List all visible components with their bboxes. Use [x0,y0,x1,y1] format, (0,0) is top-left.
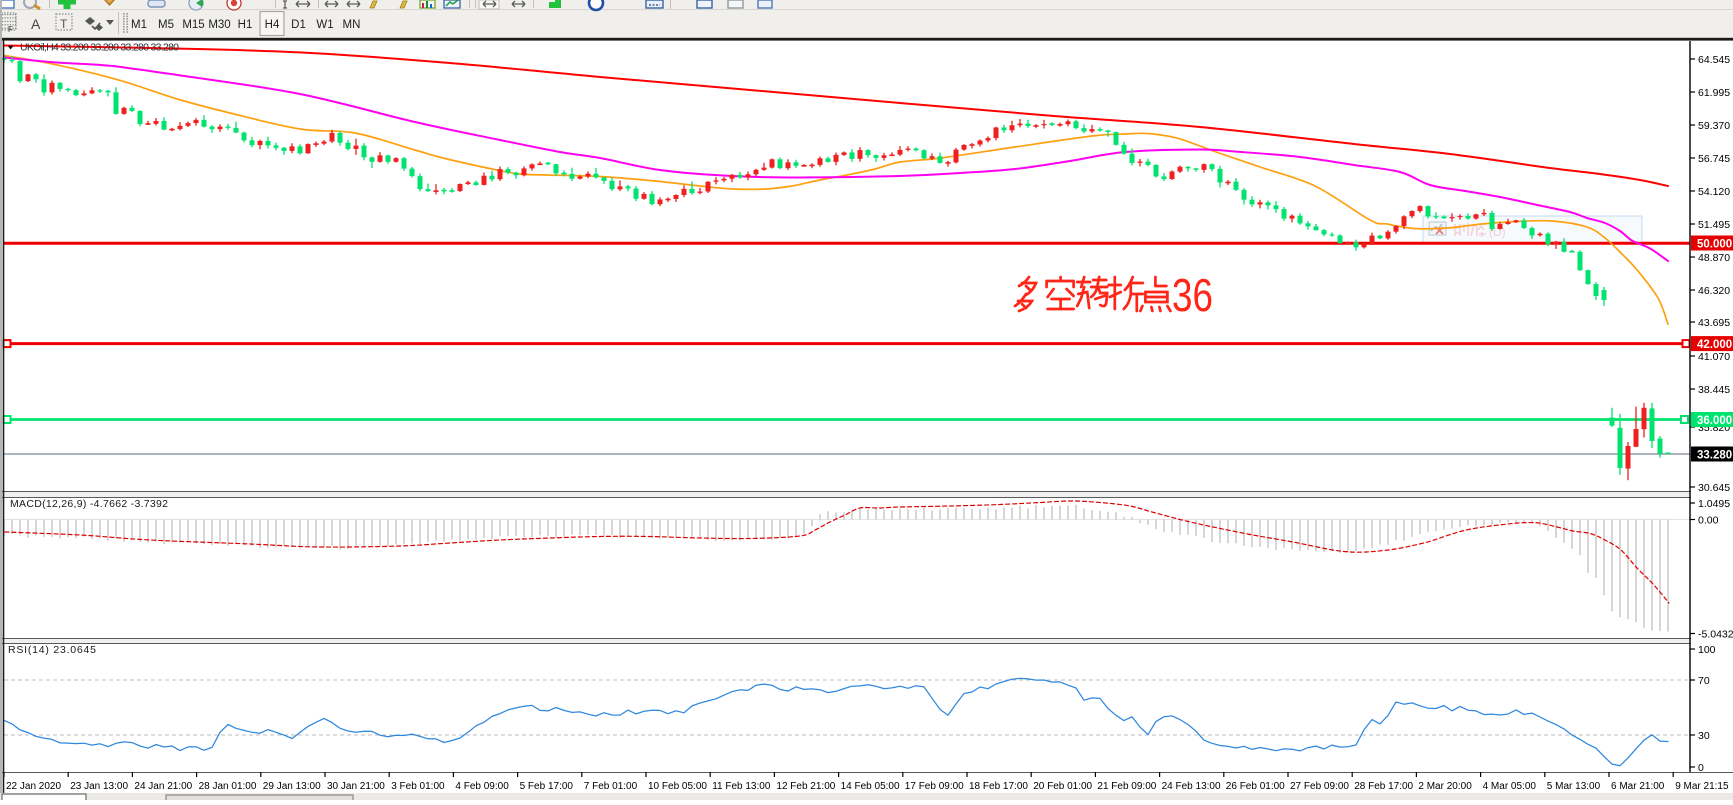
svg-text:21 Feb 09:00: 21 Feb 09:00 [1097,781,1156,792]
svg-text:41.070: 41.070 [1698,351,1730,363]
svg-text:14 Feb 05:00: 14 Feb 05:00 [841,781,900,792]
svg-text:12 Feb 21:00: 12 Feb 21:00 [776,781,835,792]
svg-text:5 Feb 17:00: 5 Feb 17:00 [520,781,574,792]
svg-text:MACD(12,26,9) -4.7662 -3.7392: MACD(12,26,9) -4.7662 -3.7392 [10,498,168,510]
svg-text:59.370: 59.370 [1698,120,1730,132]
svg-text:2 Mar 20:00: 2 Mar 20:00 [1418,781,1472,792]
svg-text:0: 0 [1698,762,1704,774]
svg-text:1.0495: 1.0495 [1698,498,1730,510]
svg-text:3 Feb 01:00: 3 Feb 01:00 [391,781,445,792]
svg-text:MN: MN [343,19,361,31]
svg-text:5 Mar 13:00: 5 Mar 13:00 [1547,781,1601,792]
svg-text:24 Jan 21:00: 24 Jan 21:00 [134,781,192,792]
svg-text:18 Feb 17:00: 18 Feb 17:00 [969,781,1028,792]
svg-text:7 Feb 01:00: 7 Feb 01:00 [584,781,638,792]
svg-text:28 Jan 01:00: 28 Jan 01:00 [199,781,257,792]
svg-text:9 Mar 21:15: 9 Mar 21:15 [1675,781,1729,792]
svg-text:UKOil,H4 33.200 33.280 33.280: UKOil,H4 33.200 33.280 33.280 33.280 [20,42,179,54]
svg-text:6 Mar 21:00: 6 Mar 21:00 [1611,781,1665,792]
svg-text:46.320: 46.320 [1698,285,1730,297]
svg-text:43.695: 43.695 [1698,317,1730,329]
svg-text:0.00: 0.00 [1698,515,1719,527]
svg-text:F: F [8,25,13,34]
svg-text:4 Mar 05:00: 4 Mar 05:00 [1483,781,1537,792]
svg-text:M15: M15 [182,19,204,31]
svg-text:RSI(14) 23.0645: RSI(14) 23.0645 [8,644,96,656]
svg-text:70: 70 [1698,675,1710,687]
svg-text:42.000: 42.000 [1697,339,1732,351]
svg-text:22 Jan 2020: 22 Jan 2020 [6,781,61,792]
svg-text:30: 30 [1698,730,1710,742]
svg-text:20 Feb 01:00: 20 Feb 01:00 [1033,781,1092,792]
svg-text:51.495: 51.495 [1698,219,1730,231]
svg-text:D1: D1 [291,19,306,31]
svg-text:T: T [60,17,68,31]
svg-text:33.280: 33.280 [1697,450,1732,462]
svg-text:30 Jan 21:00: 30 Jan 21:00 [327,781,385,792]
svg-text:-5.0432: -5.0432 [1698,629,1733,641]
svg-text:27 Feb 09:00: 27 Feb 09:00 [1290,781,1349,792]
svg-text:A: A [31,16,41,32]
svg-text:64.545: 64.545 [1698,54,1730,66]
svg-text:28 Feb 17:00: 28 Feb 17:00 [1354,781,1413,792]
svg-text:24 Feb 13:00: 24 Feb 13:00 [1162,781,1221,792]
svg-text:23 Jan 13:00: 23 Jan 13:00 [70,781,128,792]
svg-text:M5: M5 [158,19,174,31]
svg-text:17 Feb 09:00: 17 Feb 09:00 [905,781,964,792]
svg-text:38.445: 38.445 [1698,384,1730,396]
svg-text:36: 36 [1172,269,1213,321]
svg-text:56.745: 56.745 [1698,153,1730,165]
svg-text:4 Feb 09:00: 4 Feb 09:00 [455,781,509,792]
svg-text:30.645: 30.645 [1698,482,1730,494]
svg-text:26 Feb 01:00: 26 Feb 01:00 [1226,781,1285,792]
svg-text:H4: H4 [265,19,280,31]
svg-text:M1: M1 [131,19,147,31]
svg-text:61.995: 61.995 [1698,87,1730,99]
svg-text:W1: W1 [316,19,333,31]
svg-text:H1: H1 [238,19,253,31]
svg-text:54.120: 54.120 [1698,186,1730,198]
svg-text:50.000: 50.000 [1697,239,1732,251]
svg-text:29 Jan 13:00: 29 Jan 13:00 [263,781,321,792]
svg-text:11 Feb 13:00: 11 Feb 13:00 [712,781,771,792]
svg-text:48.870: 48.870 [1698,252,1730,264]
svg-text:36.000: 36.000 [1697,415,1732,427]
svg-text:100: 100 [1698,644,1716,656]
svg-text:10 Feb 05:00: 10 Feb 05:00 [648,781,707,792]
svg-text:M30: M30 [208,19,230,31]
